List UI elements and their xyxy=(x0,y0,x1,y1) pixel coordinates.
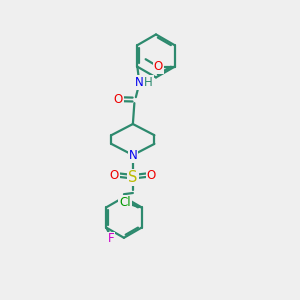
Text: N: N xyxy=(128,148,137,162)
Text: O: O xyxy=(147,169,156,182)
Text: O: O xyxy=(113,93,123,106)
Text: F: F xyxy=(107,232,114,245)
Text: N: N xyxy=(135,76,144,89)
Text: O: O xyxy=(110,169,119,182)
Text: Cl: Cl xyxy=(119,196,131,209)
Text: S: S xyxy=(128,170,138,185)
Text: H: H xyxy=(144,76,153,89)
Text: O: O xyxy=(154,60,163,73)
